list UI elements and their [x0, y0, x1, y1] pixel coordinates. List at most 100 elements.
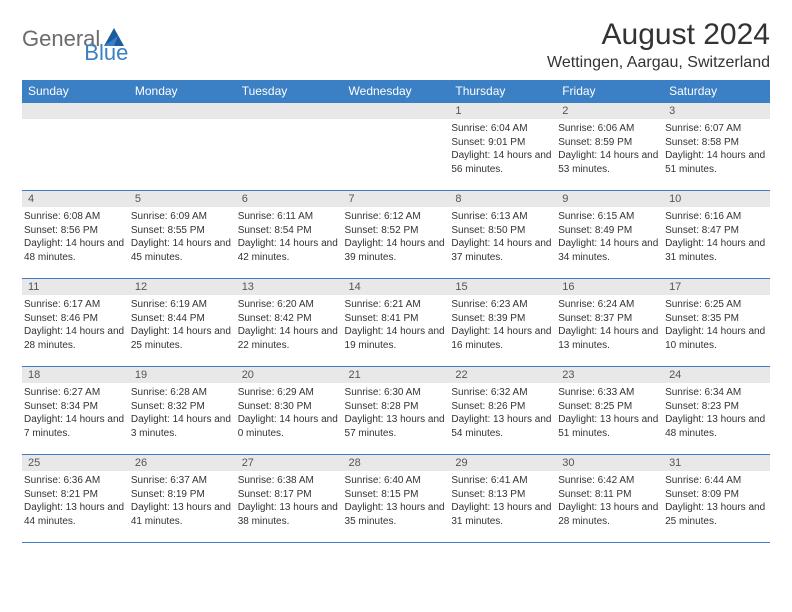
daylight-text: Daylight: 14 hours and 10 minutes. — [665, 325, 766, 352]
week-row: 11Sunrise: 6:17 AMSunset: 8:46 PMDayligh… — [22, 279, 770, 367]
day-cell: 30Sunrise: 6:42 AMSunset: 8:11 PMDayligh… — [556, 455, 663, 543]
sunset-text: Sunset: 8:28 PM — [345, 400, 446, 414]
sunrise-text: Sunrise: 6:33 AM — [558, 386, 659, 400]
day-number: 23 — [556, 367, 663, 383]
title-block: August 2024 Wettingen, Aargau, Switzerla… — [547, 18, 770, 72]
location-label: Wettingen, Aargau, Switzerland — [547, 54, 770, 72]
sunset-text: Sunset: 8:21 PM — [24, 488, 125, 502]
sunrise-text: Sunrise: 6:09 AM — [131, 210, 232, 224]
sunrise-text: Sunrise: 6:12 AM — [345, 210, 446, 224]
day-cell: 19Sunrise: 6:28 AMSunset: 8:32 PMDayligh… — [129, 367, 236, 455]
day-cell — [343, 103, 450, 191]
day-number: 6 — [236, 191, 343, 207]
day-number: 17 — [663, 279, 770, 295]
day-detail: Sunrise: 6:25 AMSunset: 8:35 PMDaylight:… — [663, 295, 770, 355]
daylight-text: Daylight: 14 hours and 53 minutes. — [558, 149, 659, 176]
daylight-text: Daylight: 14 hours and 3 minutes. — [131, 413, 232, 440]
day-cell: 14Sunrise: 6:21 AMSunset: 8:41 PMDayligh… — [343, 279, 450, 367]
sunset-text: Sunset: 8:37 PM — [558, 312, 659, 326]
day-detail: Sunrise: 6:41 AMSunset: 8:13 PMDaylight:… — [449, 471, 556, 531]
day-detail: Sunrise: 6:29 AMSunset: 8:30 PMDaylight:… — [236, 383, 343, 443]
calendar-page: General Blue August 2024 Wettingen, Aarg… — [0, 0, 792, 561]
day-detail: Sunrise: 6:42 AMSunset: 8:11 PMDaylight:… — [556, 471, 663, 531]
sunset-text: Sunset: 8:23 PM — [665, 400, 766, 414]
sunset-text: Sunset: 8:56 PM — [24, 224, 125, 238]
day-header-row: Sunday Monday Tuesday Wednesday Thursday… — [22, 80, 770, 103]
day-cell: 12Sunrise: 6:19 AMSunset: 8:44 PMDayligh… — [129, 279, 236, 367]
sunset-text: Sunset: 8:19 PM — [131, 488, 232, 502]
day-number: 2 — [556, 103, 663, 119]
day-detail: Sunrise: 6:20 AMSunset: 8:42 PMDaylight:… — [236, 295, 343, 355]
day-number: 27 — [236, 455, 343, 471]
daylight-text: Daylight: 14 hours and 48 minutes. — [24, 237, 125, 264]
day-detail: Sunrise: 6:04 AMSunset: 9:01 PMDaylight:… — [449, 119, 556, 179]
day-number: 3 — [663, 103, 770, 119]
daylight-text: Daylight: 14 hours and 16 minutes. — [451, 325, 552, 352]
sunrise-text: Sunrise: 6:36 AM — [24, 474, 125, 488]
sunset-text: Sunset: 8:49 PM — [558, 224, 659, 238]
day-cell: 2Sunrise: 6:06 AMSunset: 8:59 PMDaylight… — [556, 103, 663, 191]
daylight-text: Daylight: 13 hours and 31 minutes. — [451, 501, 552, 528]
day-detail: Sunrise: 6:13 AMSunset: 8:50 PMDaylight:… — [449, 207, 556, 267]
sunset-text: Sunset: 8:17 PM — [238, 488, 339, 502]
sunset-text: Sunset: 8:50 PM — [451, 224, 552, 238]
daylight-text: Daylight: 14 hours and 34 minutes. — [558, 237, 659, 264]
sunset-text: Sunset: 8:34 PM — [24, 400, 125, 414]
sunset-text: Sunset: 8:25 PM — [558, 400, 659, 414]
sunset-text: Sunset: 8:52 PM — [345, 224, 446, 238]
sunrise-text: Sunrise: 6:16 AM — [665, 210, 766, 224]
day-header: Saturday — [663, 80, 770, 103]
day-number: 26 — [129, 455, 236, 471]
day-number: 21 — [343, 367, 450, 383]
sunrise-text: Sunrise: 6:41 AM — [451, 474, 552, 488]
daylight-text: Daylight: 14 hours and 7 minutes. — [24, 413, 125, 440]
sunrise-text: Sunrise: 6:13 AM — [451, 210, 552, 224]
day-detail: Sunrise: 6:12 AMSunset: 8:52 PMDaylight:… — [343, 207, 450, 267]
sunset-text: Sunset: 8:32 PM — [131, 400, 232, 414]
sunrise-text: Sunrise: 6:25 AM — [665, 298, 766, 312]
sunrise-text: Sunrise: 6:24 AM — [558, 298, 659, 312]
daylight-text: Daylight: 14 hours and 22 minutes. — [238, 325, 339, 352]
daylight-text: Daylight: 14 hours and 45 minutes. — [131, 237, 232, 264]
day-cell: 8Sunrise: 6:13 AMSunset: 8:50 PMDaylight… — [449, 191, 556, 279]
day-number: 25 — [22, 455, 129, 471]
day-cell: 17Sunrise: 6:25 AMSunset: 8:35 PMDayligh… — [663, 279, 770, 367]
daylight-text: Daylight: 14 hours and 28 minutes. — [24, 325, 125, 352]
week-row: 4Sunrise: 6:08 AMSunset: 8:56 PMDaylight… — [22, 191, 770, 279]
day-number: 28 — [343, 455, 450, 471]
day-number: 16 — [556, 279, 663, 295]
day-cell: 1Sunrise: 6:04 AMSunset: 9:01 PMDaylight… — [449, 103, 556, 191]
day-detail: Sunrise: 6:38 AMSunset: 8:17 PMDaylight:… — [236, 471, 343, 531]
daylight-text: Daylight: 13 hours and 38 minutes. — [238, 501, 339, 528]
sunrise-text: Sunrise: 6:37 AM — [131, 474, 232, 488]
day-cell — [129, 103, 236, 191]
day-detail: Sunrise: 6:16 AMSunset: 8:47 PMDaylight:… — [663, 207, 770, 267]
sunset-text: Sunset: 8:30 PM — [238, 400, 339, 414]
day-number — [129, 103, 236, 119]
daylight-text: Daylight: 14 hours and 42 minutes. — [238, 237, 339, 264]
day-detail: Sunrise: 6:19 AMSunset: 8:44 PMDaylight:… — [129, 295, 236, 355]
month-title: August 2024 — [547, 18, 770, 52]
sunrise-text: Sunrise: 6:29 AM — [238, 386, 339, 400]
day-detail: Sunrise: 6:32 AMSunset: 8:26 PMDaylight:… — [449, 383, 556, 443]
logo-text-blue: Blue — [84, 40, 128, 66]
day-cell: 3Sunrise: 6:07 AMSunset: 8:58 PMDaylight… — [663, 103, 770, 191]
day-number: 15 — [449, 279, 556, 295]
day-cell: 26Sunrise: 6:37 AMSunset: 8:19 PMDayligh… — [129, 455, 236, 543]
sunset-text: Sunset: 8:44 PM — [131, 312, 232, 326]
day-header: Thursday — [449, 80, 556, 103]
day-cell: 15Sunrise: 6:23 AMSunset: 8:39 PMDayligh… — [449, 279, 556, 367]
day-cell — [22, 103, 129, 191]
day-cell: 27Sunrise: 6:38 AMSunset: 8:17 PMDayligh… — [236, 455, 343, 543]
day-detail: Sunrise: 6:21 AMSunset: 8:41 PMDaylight:… — [343, 295, 450, 355]
sunset-text: Sunset: 8:59 PM — [558, 136, 659, 150]
sunset-text: Sunset: 8:54 PM — [238, 224, 339, 238]
day-number: 18 — [22, 367, 129, 383]
day-cell: 31Sunrise: 6:44 AMSunset: 8:09 PMDayligh… — [663, 455, 770, 543]
day-cell: 10Sunrise: 6:16 AMSunset: 8:47 PMDayligh… — [663, 191, 770, 279]
day-number: 11 — [22, 279, 129, 295]
day-header: Monday — [129, 80, 236, 103]
day-cell: 22Sunrise: 6:32 AMSunset: 8:26 PMDayligh… — [449, 367, 556, 455]
day-number: 12 — [129, 279, 236, 295]
sunset-text: Sunset: 8:09 PM — [665, 488, 766, 502]
